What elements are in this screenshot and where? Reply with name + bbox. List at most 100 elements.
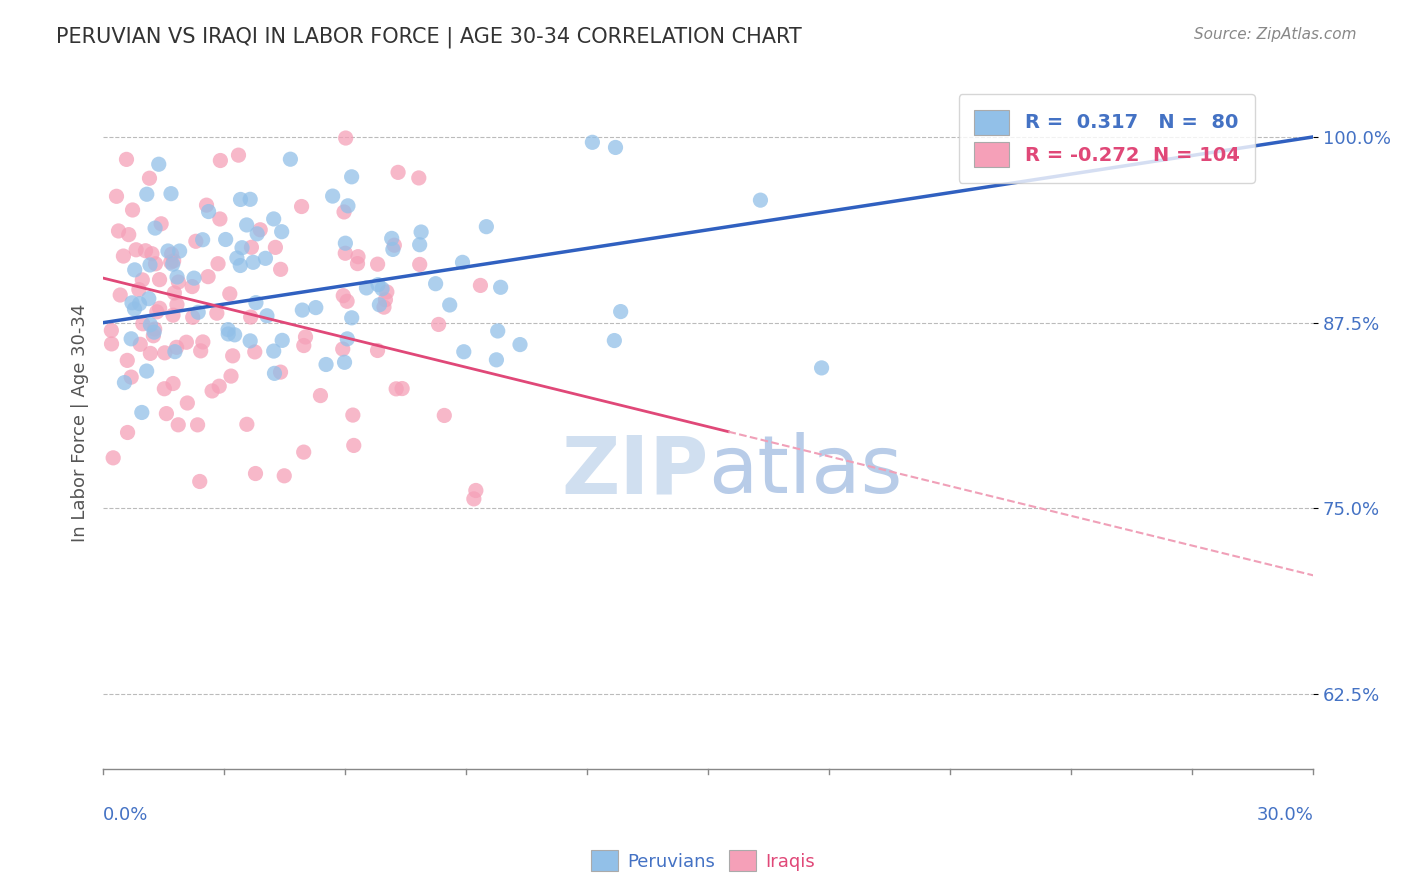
Point: [240, 240, 263, 254]
Point: [451, 255, 474, 269]
Point: [485, 352, 508, 367]
Point: [464, 483, 486, 498]
Point: [143, 221, 166, 235]
Point: [509, 337, 531, 351]
Point: [249, 223, 271, 237]
Point: [190, 343, 212, 358]
Point: [181, 310, 204, 325]
Point: [215, 232, 238, 246]
Point: [118, 227, 141, 242]
Point: [229, 259, 252, 273]
Point: [609, 304, 631, 318]
Point: [475, 219, 498, 234]
Point: [242, 255, 264, 269]
Point: [385, 382, 408, 396]
Point: [291, 303, 314, 318]
Point: [810, 360, 832, 375]
Point: [191, 334, 214, 349]
Point: [131, 405, 153, 419]
Point: [333, 205, 356, 219]
Point: [100, 337, 122, 351]
Point: [153, 346, 176, 360]
Point: [340, 169, 363, 184]
Point: [155, 407, 177, 421]
Point: [159, 255, 181, 269]
Point: [201, 384, 224, 398]
Point: [207, 257, 229, 271]
Point: [121, 295, 143, 310]
Point: [263, 344, 285, 359]
Point: [463, 491, 485, 506]
Point: [148, 157, 170, 171]
Point: [342, 408, 364, 422]
Point: [183, 271, 205, 285]
Point: [246, 227, 269, 241]
Point: [280, 152, 302, 166]
Point: [128, 283, 150, 297]
Point: [167, 417, 190, 432]
Point: [208, 211, 231, 226]
Point: [425, 277, 447, 291]
Point: [195, 198, 218, 212]
Point: [112, 249, 135, 263]
Point: [188, 475, 211, 489]
Point: [197, 269, 219, 284]
Point: [101, 450, 124, 465]
Point: [749, 193, 772, 207]
Point: [245, 467, 267, 481]
Point: [209, 153, 232, 168]
Point: [603, 334, 626, 348]
Point: [141, 246, 163, 260]
Point: [335, 236, 357, 251]
Point: [166, 297, 188, 311]
Point: [115, 153, 138, 167]
Point: [208, 379, 231, 393]
Point: [153, 382, 176, 396]
Point: [292, 338, 315, 352]
Text: PERUVIAN VS IRAQI IN LABOR FORCE | AGE 30-34 CORRELATION CHART: PERUVIAN VS IRAQI IN LABOR FORCE | AGE 3…: [56, 27, 801, 48]
Point: [143, 325, 166, 339]
Y-axis label: In Labor Force | Age 30-34: In Labor Force | Age 30-34: [72, 304, 89, 542]
Point: [335, 246, 357, 260]
Point: [138, 292, 160, 306]
Point: [411, 225, 433, 239]
Point: [135, 187, 157, 202]
Point: [187, 305, 209, 319]
Point: [217, 326, 239, 341]
Point: [427, 318, 450, 332]
Point: [128, 296, 150, 310]
Point: [408, 170, 430, 185]
Point: [373, 300, 395, 314]
Point: [146, 305, 169, 319]
Point: [181, 279, 204, 293]
Point: [367, 277, 389, 292]
Point: [343, 438, 366, 452]
Text: ZIP: ZIP: [561, 433, 709, 510]
Point: [191, 233, 214, 247]
Point: [184, 235, 207, 249]
Point: [166, 340, 188, 354]
Point: [336, 332, 359, 346]
Point: [336, 199, 359, 213]
Point: [205, 306, 228, 320]
Point: [263, 211, 285, 226]
Point: [225, 251, 247, 265]
Point: [375, 285, 398, 299]
Point: [124, 301, 146, 316]
Point: [374, 293, 396, 307]
Point: [132, 317, 155, 331]
Point: [197, 204, 219, 219]
Point: [391, 382, 413, 396]
Point: [235, 218, 257, 232]
Point: [367, 257, 389, 271]
Point: [294, 330, 316, 344]
Point: [315, 358, 337, 372]
Point: [163, 253, 186, 268]
Point: [143, 322, 166, 336]
Point: [231, 241, 253, 255]
Point: [409, 257, 432, 271]
Point: [292, 445, 315, 459]
Point: [408, 237, 430, 252]
Point: [145, 257, 167, 271]
Point: [100, 323, 122, 337]
